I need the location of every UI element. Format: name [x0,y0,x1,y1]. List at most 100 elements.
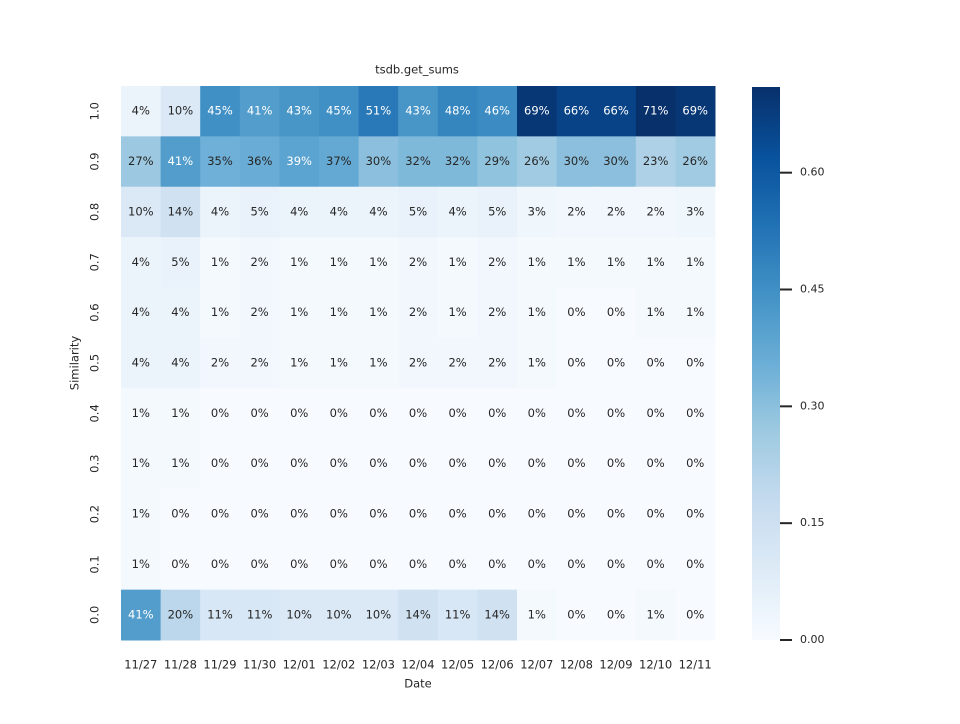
cell [635,337,676,389]
cell-label: 41% [128,607,154,621]
cell [358,438,399,490]
cell-label: 39% [286,154,312,168]
cell [160,438,201,490]
x-tick-label: 11/30 [243,658,276,672]
cell [239,136,280,188]
cell [160,388,201,440]
cell-label: 32% [405,154,431,168]
cell-label: 36% [247,154,273,168]
cell-label: 0% [330,507,348,521]
cell-label: 0% [646,557,664,571]
cell [517,337,558,389]
cell-label: 1% [646,255,664,269]
cell-label: 0% [607,557,625,571]
cell-label: 4% [330,204,348,218]
cell [358,136,399,188]
cell [279,539,320,591]
x-tick-label: 12/03 [362,658,395,672]
cell-label: 1% [369,305,387,319]
cell [675,337,716,389]
cell-label: 0% [211,557,229,571]
cell-label: 0% [686,456,704,470]
cell-label: 71% [643,104,669,118]
cell-label: 1% [132,406,150,420]
cell [121,186,162,238]
cell-label: 0% [250,557,268,571]
cell [437,438,478,490]
cell-label: 1% [646,607,664,621]
cell [675,589,716,641]
cell [160,237,201,288]
cell-label: 0% [290,557,308,571]
cell [239,589,280,641]
cell-label: 41% [247,104,273,118]
cell [239,86,280,137]
cell [239,388,280,440]
cell-label: 0% [330,406,348,420]
cell-label: 30% [603,154,629,168]
cell [596,388,637,440]
cell-label: 4% [132,305,150,319]
cell-label: 2% [646,204,664,218]
cell-label: 2% [250,356,268,370]
cell [556,186,597,238]
y-tick-label: 0.0 [88,606,102,624]
cell-label: 0% [448,557,466,571]
cell [556,539,597,591]
cell-label: 0% [330,456,348,470]
cell-label: 1% [132,557,150,571]
cell-label: 1% [528,356,546,370]
cell [239,438,280,490]
y-axis-label: Similarity [68,336,82,391]
cell-label: 14% [405,607,431,621]
cell [200,237,241,288]
cell [596,539,637,591]
cell-label: 14% [168,204,194,218]
cell [121,438,162,490]
cell [675,136,716,188]
cell [319,388,360,440]
cell-label: 37% [326,154,352,168]
cell [596,337,637,389]
cell-label: 1% [330,305,348,319]
cell [200,388,241,440]
cell-label: 0% [448,406,466,420]
cell [160,287,201,339]
cell-label: 1% [211,255,229,269]
cell-label: 1% [171,456,189,470]
cell [239,337,280,389]
y-tick-label: 0.7 [88,253,102,271]
cell [398,237,439,288]
cell [556,287,597,339]
cell-label: 2% [488,356,506,370]
cell [319,287,360,339]
cell-label: 0% [646,356,664,370]
cell [398,186,439,238]
cell-label: 0% [369,456,387,470]
cell [556,86,597,137]
cell-label: 30% [564,154,590,168]
cell [279,86,320,137]
y-tick-label: 0.2 [88,505,102,523]
cell-label: 10% [128,204,154,218]
cell-label: 0% [528,507,546,521]
cell-label: 0% [567,456,585,470]
cell-label: 5% [488,204,506,218]
cell [477,438,518,490]
cell [398,388,439,440]
cell-label: 4% [448,204,466,218]
cell [200,438,241,490]
cell-label: 4% [211,204,229,218]
cell [319,337,360,389]
cell [398,539,439,591]
x-tick-label: 12/11 [679,658,712,672]
cell-label: 45% [326,104,352,118]
cell-label: 0% [290,456,308,470]
cell [319,589,360,641]
cell-label: 1% [528,305,546,319]
x-tick-label: 12/06 [481,658,514,672]
cell [279,438,320,490]
cell [675,488,716,540]
cell [675,438,716,490]
